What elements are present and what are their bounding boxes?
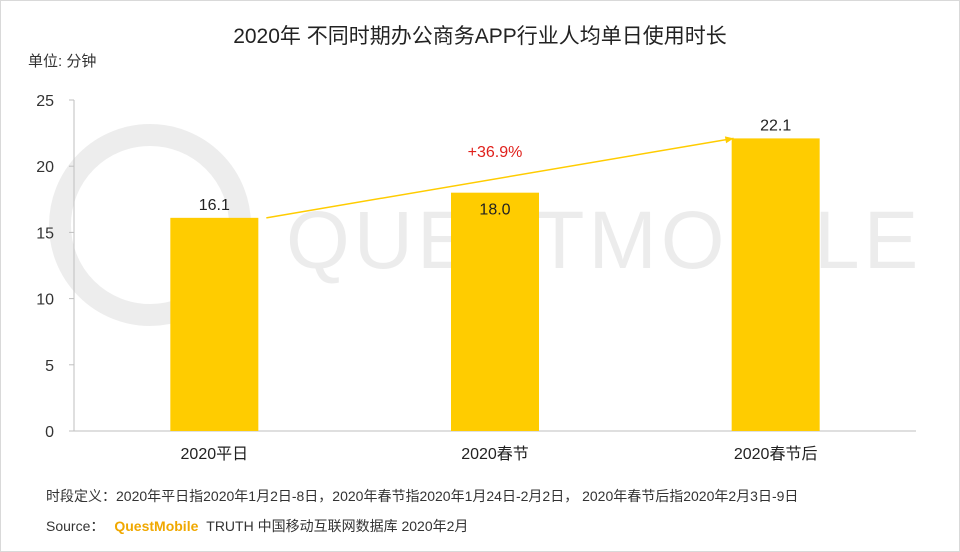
bar — [731, 138, 820, 431]
bar-value-label: 16.1 — [199, 197, 230, 214]
trend-line — [266, 137, 734, 219]
bar — [451, 192, 539, 431]
y-tick-label: 5 — [45, 358, 54, 375]
x-tick-label: 2020春节后 — [734, 445, 818, 463]
bar-value-label: 22.1 — [760, 117, 791, 134]
bar-value-label: 18.0 — [479, 202, 510, 219]
source-detail: TRUTH 中国移动互联网数据库 2020年2月 — [206, 518, 469, 534]
x-tick-label: 2020春节 — [461, 445, 529, 463]
chart-title: 2020年 不同时期办公商务APP行业人均单日使用时长 — [233, 25, 727, 48]
unit-label: 单位: 分钟 — [28, 53, 97, 70]
watermark-text: QUESTMOBILE — [286, 195, 922, 286]
source-label: Source： — [46, 518, 105, 534]
y-tick-label: 0 — [45, 424, 54, 441]
y-tick-label: 20 — [36, 159, 54, 176]
source-line: Source： QuestMobile TRUTH 中国移动互联网数据库 2020… — [46, 516, 468, 536]
y-tick-label: 25 — [36, 93, 54, 110]
y-tick-label: 15 — [36, 225, 54, 242]
x-tick-label: 2020平日 — [181, 446, 249, 463]
trend-arrowhead — [724, 136, 734, 144]
bar — [170, 217, 259, 431]
growth-annotation: +36.9% — [468, 144, 523, 161]
source-brand: QuestMobile — [114, 518, 199, 534]
y-tick-label: 10 — [36, 292, 54, 309]
period-definition: 时段定义：2020年平日指2020年1月2日-8日，2020年春节指2020年1… — [46, 488, 799, 504]
